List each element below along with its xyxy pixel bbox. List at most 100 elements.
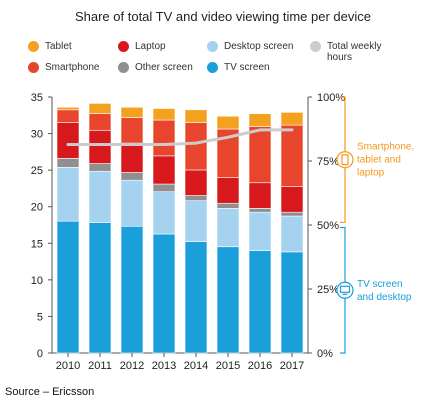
legend-item-tablet: Tablet bbox=[28, 41, 72, 52]
bar-segment-desktop-screen bbox=[280, 215, 304, 253]
legend-swatch-smartphone bbox=[28, 62, 39, 73]
legend-swatch-laptop bbox=[118, 41, 129, 52]
bar-segment-desktop-screen bbox=[88, 170, 112, 223]
bar-segment-tv-screen bbox=[56, 220, 80, 354]
legend-item-other-screen: Other screen bbox=[118, 62, 193, 73]
x-tick-label: 2015 bbox=[216, 360, 240, 372]
bar-segment-tablet bbox=[120, 106, 144, 118]
bar-segment-smartphone bbox=[56, 109, 80, 123]
bar-segment-laptop bbox=[152, 155, 176, 185]
bar-segment-other-screen bbox=[152, 183, 176, 193]
x-tick-label: 2014 bbox=[184, 360, 208, 372]
bar-segment-tv-screen bbox=[120, 225, 144, 354]
bar-segment-tv-screen bbox=[152, 233, 176, 354]
bar-segment-other-screen bbox=[216, 202, 240, 209]
bar-segment-tablet bbox=[248, 113, 272, 127]
smartphone-icon bbox=[336, 151, 354, 169]
legend-swatch-tv-screen bbox=[207, 62, 218, 73]
bar-segment-smartphone bbox=[248, 126, 272, 184]
x-tick-label: 2013 bbox=[152, 360, 176, 372]
monitor-icon bbox=[336, 281, 354, 299]
bar-segment-smartphone bbox=[152, 119, 176, 157]
y-left-tick-label: 15 bbox=[31, 238, 43, 250]
legend-swatch-other-screen bbox=[118, 62, 129, 73]
bar-segment-other-screen bbox=[88, 163, 112, 172]
legend-label-laptop: Laptop bbox=[135, 41, 166, 52]
y-left-tick-label: 30 bbox=[31, 129, 43, 141]
bar-segment-tablet bbox=[280, 112, 304, 126]
legend-label-total-weekly-hours: Total weekly hours bbox=[327, 41, 382, 63]
bar-segment-desktop-screen bbox=[152, 191, 176, 235]
x-tick-label: 2017 bbox=[280, 360, 304, 372]
legend-item-smartphone: Smartphone bbox=[28, 62, 99, 73]
bar-segment-tablet bbox=[184, 109, 208, 123]
bar-segment-other-screen bbox=[280, 211, 304, 217]
legend-swatch-tablet bbox=[28, 41, 39, 52]
legend-item-total-weekly-hours: Total weekly hours bbox=[310, 41, 381, 63]
bar-segment-tv-screen bbox=[88, 222, 112, 354]
y-right-tick-label: 100% bbox=[317, 92, 345, 104]
bar-segment-other-screen bbox=[120, 172, 144, 181]
bar-segment-laptop bbox=[248, 182, 272, 209]
bar-segment-smartphone bbox=[88, 113, 112, 131]
y-left-tick-label: 25 bbox=[31, 165, 43, 177]
monitor-icon-screen bbox=[339, 285, 351, 293]
bar-segment-laptop bbox=[216, 177, 240, 204]
bar-segment-tablet bbox=[216, 115, 240, 130]
bar-segment-desktop-screen bbox=[56, 167, 80, 222]
bar-segment-laptop bbox=[280, 186, 304, 213]
y-right-tick-label: 50% bbox=[317, 220, 339, 232]
bar-segment-smartphone bbox=[280, 124, 304, 187]
bar-segment-laptop bbox=[56, 122, 80, 159]
x-tick-label: 2016 bbox=[248, 360, 272, 372]
bar-segment-tv-screen bbox=[184, 241, 208, 354]
legend-item-desktop: Desktop screen bbox=[207, 41, 293, 52]
bar-segment-laptop bbox=[184, 169, 208, 196]
upper-label: Smartphone, tablet and laptop bbox=[357, 142, 414, 179]
line-total-weekly-hours bbox=[66, 128, 294, 147]
bar-segment-other-screen bbox=[56, 158, 80, 168]
source-note: Source – Ericsson bbox=[5, 386, 95, 398]
smartphone-icon-body bbox=[341, 154, 349, 166]
bar-segment-tablet bbox=[56, 106, 80, 111]
legend: Tablet Laptop Desktop screen Total weekl… bbox=[0, 0, 446, 90]
legend-label-desktop: Desktop screen bbox=[224, 41, 294, 52]
y-left-tick-label: 20 bbox=[31, 202, 43, 214]
y-left-tick-label: 5 bbox=[37, 311, 43, 323]
bar-segment-smartphone bbox=[184, 122, 208, 171]
bar-segment-tablet bbox=[152, 108, 176, 121]
chart-title: Share of total TV and video viewing time… bbox=[74, 9, 372, 24]
lower-label: TV screen and desktop bbox=[357, 279, 412, 303]
legend-label-tablet: Tablet bbox=[45, 41, 72, 52]
legend-swatch-total-weekly-hours bbox=[310, 41, 321, 52]
x-tick-label: 2012 bbox=[120, 360, 144, 372]
bar-segment-tv-screen bbox=[248, 250, 272, 354]
y-left-tick-label: 10 bbox=[31, 275, 43, 287]
legend-label-smartphone: Smartphone bbox=[45, 62, 100, 73]
bar-segment-laptop bbox=[120, 142, 144, 173]
y-right-tick-label: 75% bbox=[317, 156, 339, 168]
y-left-tick-label: 35 bbox=[31, 92, 43, 104]
bar-segment-desktop-screen bbox=[216, 208, 240, 248]
legend-item-tv-screen: TV screen bbox=[207, 62, 270, 73]
bar-segment-desktop-screen bbox=[248, 211, 272, 251]
legend-label-other-screen: Other screen bbox=[135, 62, 193, 73]
y-right-tick-label: 25% bbox=[317, 284, 339, 296]
bar-segment-other-screen bbox=[184, 195, 208, 201]
x-tick-label: 2010 bbox=[56, 360, 80, 372]
bar-segment-desktop-screen bbox=[184, 200, 208, 242]
bar-segment-smartphone bbox=[120, 117, 144, 144]
legend-item-laptop: Laptop bbox=[118, 41, 166, 52]
bar-segment-other-screen bbox=[248, 208, 272, 213]
y-right-tick-label: 0% bbox=[317, 348, 333, 360]
legend-swatch-desktop bbox=[207, 41, 218, 52]
bar-segment-tv-screen bbox=[216, 246, 240, 354]
bar-segment-tablet bbox=[88, 103, 112, 114]
x-tick-label: 2011 bbox=[88, 360, 112, 372]
legend-label-tv-screen: TV screen bbox=[224, 62, 270, 73]
y-left-tick-label: 0 bbox=[37, 348, 43, 360]
bar-segment-tv-screen bbox=[280, 251, 304, 354]
bar-segment-desktop-screen bbox=[120, 179, 144, 227]
bar-segment-laptop bbox=[88, 129, 112, 164]
